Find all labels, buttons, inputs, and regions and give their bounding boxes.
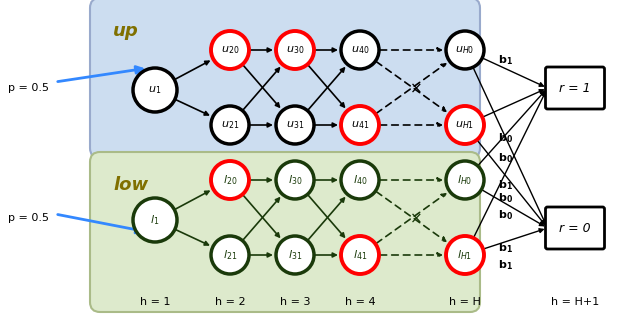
Text: $u_{20}$: $u_{20}$ [221,44,239,56]
Text: $l_{31}$: $l_{31}$ [288,248,302,262]
Circle shape [211,236,249,274]
Circle shape [276,31,314,69]
Text: $l_{H1}$: $l_{H1}$ [458,248,472,262]
FancyBboxPatch shape [90,0,480,158]
Text: $l_{21}$: $l_{21}$ [223,248,237,262]
Text: $l_{30}$: $l_{30}$ [288,173,302,187]
Circle shape [341,236,379,274]
Circle shape [276,161,314,199]
Circle shape [211,106,249,144]
Text: $u_{H1}$: $u_{H1}$ [456,119,475,131]
Text: h = 3: h = 3 [280,297,310,307]
Circle shape [133,68,177,112]
Text: h = 2: h = 2 [214,297,245,307]
Text: $u_{H0}$: $u_{H0}$ [455,44,475,56]
Text: p = 0.5: p = 0.5 [8,213,49,223]
Text: $\mathbf{b_0}$: $\mathbf{b_0}$ [498,191,513,205]
Text: $\times$: $\times$ [409,210,421,225]
Circle shape [341,161,379,199]
Circle shape [276,236,314,274]
Text: $u_{21}$: $u_{21}$ [221,119,239,131]
Text: $u_{41}$: $u_{41}$ [351,119,369,131]
Circle shape [211,31,249,69]
Text: $l_{40}$: $l_{40}$ [353,173,367,187]
Circle shape [341,31,379,69]
Text: $\mathbf{b_0}$: $\mathbf{b_0}$ [498,208,513,222]
Text: $\mathbf{b_0}$: $\mathbf{b_0}$ [498,131,513,145]
Text: h = H: h = H [449,297,481,307]
FancyBboxPatch shape [545,67,605,109]
Text: r = 1: r = 1 [559,81,591,94]
Text: h = 4: h = 4 [345,297,375,307]
Circle shape [133,198,177,242]
Circle shape [446,106,484,144]
Circle shape [446,236,484,274]
Text: p = 0.5: p = 0.5 [8,83,49,93]
Text: $\times$: $\times$ [409,81,421,95]
Text: $\mathbf{b_1}$: $\mathbf{b_1}$ [498,53,513,67]
Circle shape [276,106,314,144]
Text: $\mathbf{b_1}$: $\mathbf{b_1}$ [498,178,513,192]
Text: $l_{20}$: $l_{20}$ [223,173,237,187]
Text: $u_1$: $u_1$ [148,84,162,96]
FancyBboxPatch shape [90,152,480,312]
Circle shape [211,161,249,199]
Text: $u_{31}$: $u_{31}$ [286,119,304,131]
Text: h = 1: h = 1 [140,297,170,307]
Circle shape [446,161,484,199]
Circle shape [341,106,379,144]
Text: $u_{30}$: $u_{30}$ [286,44,304,56]
Text: $\mathbf{b_1}$: $\mathbf{b_1}$ [498,258,513,272]
Circle shape [446,31,484,69]
Text: $\mathbf{b_1}$: $\mathbf{b_1}$ [498,241,513,255]
Text: $u_{40}$: $u_{40}$ [351,44,369,56]
Text: low: low [113,176,148,194]
Text: up: up [113,22,139,40]
Text: $\mathbf{b_0}$: $\mathbf{b_0}$ [498,151,513,165]
Text: r = 0: r = 0 [559,222,591,235]
Text: $l_{41}$: $l_{41}$ [353,248,367,262]
Text: h = H+1: h = H+1 [551,297,599,307]
Text: $l_1$: $l_1$ [150,213,159,227]
Text: $l_{H0}$: $l_{H0}$ [458,173,473,187]
FancyBboxPatch shape [545,207,605,249]
